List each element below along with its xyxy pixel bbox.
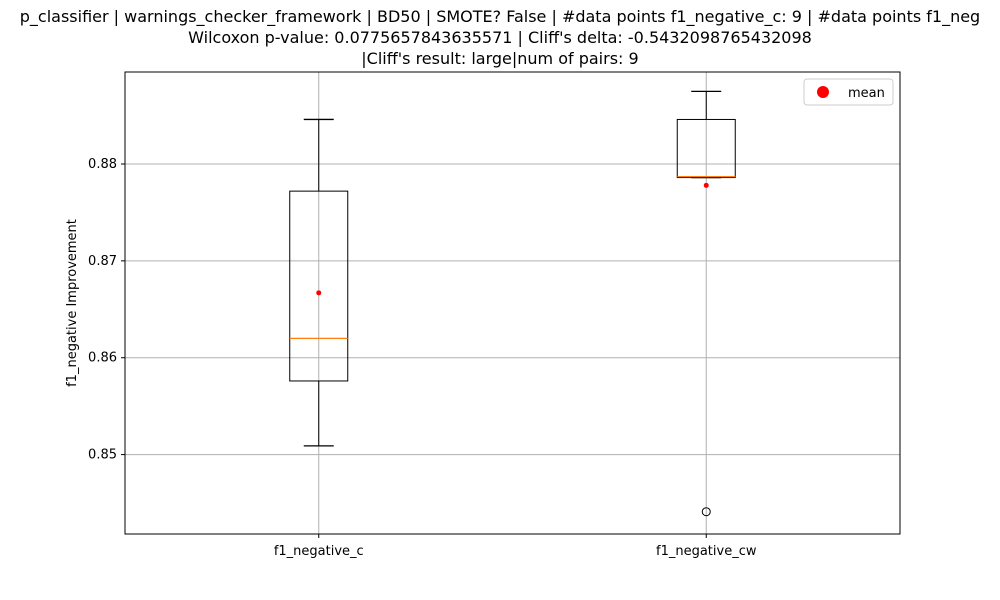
chart-title-line-3: |Cliff's result: large|num of pairs: 9 — [361, 49, 639, 68]
mean-marker — [703, 182, 709, 188]
plot-area-frame — [124, 71, 901, 535]
y-tick-label: 0.86 — [88, 351, 117, 366]
chart-title-line-1: p_classifier | warnings_checker_framewor… — [19, 7, 981, 26]
y-axis-label: f1_negative Improvement — [65, 219, 80, 387]
y-tick-label: 0.88 — [88, 157, 117, 172]
legend-label-mean: mean — [848, 86, 885, 101]
iqr-box — [676, 118, 736, 179]
x-tick-label: f1_negative_cw — [656, 544, 757, 559]
boxes — [289, 90, 736, 517]
x-tick-label: f1_negative_c — [274, 544, 364, 559]
axes: 0.85 0.86 0.87 0.88 f1_negative_c f1_negative… — [88, 157, 757, 559]
grid — [125, 72, 900, 534]
legend-box — [803, 78, 894, 106]
legend-marker-mean — [817, 86, 829, 98]
y-tick-label: 0.85 — [88, 448, 117, 463]
iqr-box — [289, 190, 349, 382]
mean-marker — [316, 290, 322, 296]
legend: mean — [803, 78, 894, 106]
box-f1_negative_cw — [676, 90, 736, 517]
chart-title-line-2: Wilcoxon p-value: 0.0775657843635571 | C… — [188, 28, 812, 47]
outlier-point — [701, 507, 711, 517]
y-tick-label: 0.87 — [88, 254, 117, 269]
box-f1_negative_c — [289, 118, 349, 447]
